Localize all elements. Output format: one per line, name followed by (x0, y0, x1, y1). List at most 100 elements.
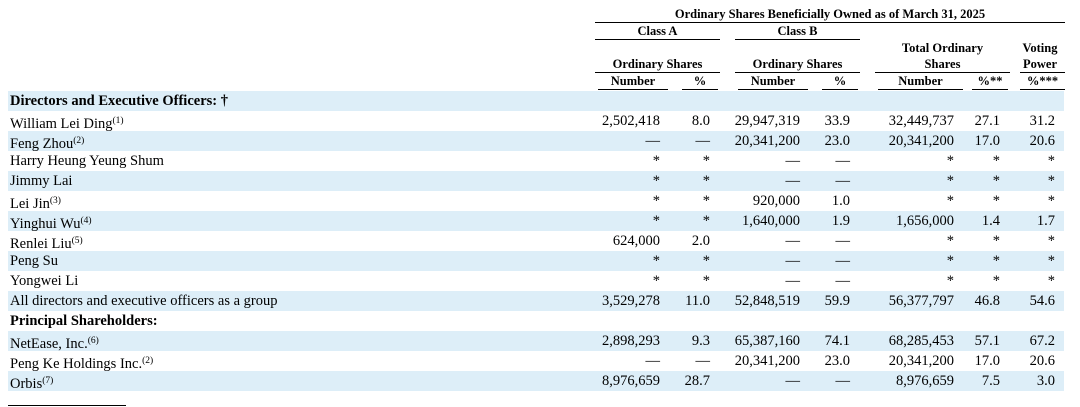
class-a-pct-cell: 2.0 (691, 233, 710, 249)
footnote-ref: (5) (71, 236, 83, 246)
number-t-rule (878, 89, 963, 90)
total-number-cell: * (946, 233, 954, 249)
class-a-pct-cell: 8.0 (691, 113, 710, 129)
class-a-number-cell: * (652, 253, 660, 269)
total-pct-cell: 1.4 (981, 213, 1000, 229)
class-a-sub-rule (595, 72, 720, 73)
section-title: Directors and Executive Officers: † (10, 92, 228, 110)
class-b-number-cell: — (785, 153, 801, 169)
class-b-header: Class B (777, 24, 818, 38)
voting-power-cell: 3.0 (1036, 373, 1055, 389)
holder-name: Peng Su (10, 252, 58, 270)
voting-power-cell: 1.7 (1036, 213, 1055, 229)
table-row: Peng Ke Holdings Inc.(2) — — 20,341,200 23.0… (8, 351, 1064, 373)
footnote-ref: (3) (49, 196, 61, 206)
class-a-pct-cell: * (702, 153, 710, 169)
total-pct-cell: 7.5 (981, 373, 1000, 389)
class-b-pct-cell: — (835, 253, 851, 269)
holder-name: Feng Zhou(2) (10, 132, 84, 153)
holder-name-text: Peng Ke Holdings Inc. (10, 356, 143, 372)
total-number-cell: 20,341,200 (888, 133, 954, 149)
footnote-ref: (1) (112, 116, 124, 126)
voting-pct-header: %*** (1026, 74, 1059, 88)
class-b-pct-cell: — (835, 233, 851, 249)
voting-power-cell: 20.6 (1029, 353, 1055, 369)
voting-power-cell: * (1047, 193, 1055, 209)
class-b-pct-cell: 23.0 (824, 353, 850, 369)
class-b-pct-cell: — (835, 373, 851, 389)
class-b-number-cell: 65,387,160 (734, 333, 800, 349)
total-number-cell: 20,341,200 (888, 353, 954, 369)
holder-name: Peng Ke Holdings Inc.(2) (10, 352, 153, 373)
pct-a-rule (682, 89, 718, 90)
holder-name-text: William Lei Ding (10, 116, 113, 132)
holder-name-text: Lei Jin (10, 196, 50, 212)
holder-name: Yongwei Li (10, 272, 78, 290)
voting-power-cell: 20.6 (1029, 133, 1055, 149)
pct-v-rule (1020, 89, 1065, 90)
class-b-number-cell: 1,640,000 (742, 213, 800, 229)
holder-name-text: Renlei Liu (10, 236, 72, 252)
class-b-pct-header: % (833, 74, 847, 88)
class-a-pct-cell: 28.7 (684, 373, 710, 389)
table-row: Harry Heung Yeung Shum * * — — * * * (8, 151, 1064, 171)
footnote-ref: (7) (42, 376, 54, 386)
footnote-ref: (2) (142, 356, 154, 366)
voting-power-cell: 67.2 (1029, 333, 1055, 349)
total-number-cell: * (946, 153, 954, 169)
holder-name-text: Directors and Executive Officers: † (10, 93, 228, 109)
class-a-pct-cell: 9.3 (691, 333, 710, 349)
voting-power-cell: 54.6 (1029, 293, 1055, 309)
section-header-row: Directors and Executive Officers: † (8, 91, 1064, 111)
section-title: Principal Shareholders: (10, 312, 158, 330)
class-b-number-cell: — (785, 253, 801, 269)
class-a-number-header: Number (610, 74, 656, 88)
total-header-line1: Total Ordinary (901, 41, 984, 55)
number-b-rule (738, 89, 808, 90)
holder-name-text: Harry Heung Yeung Shum (10, 153, 164, 169)
table-row: Lei Jin(3) * * 920,000 1.0 * * * (8, 191, 1064, 213)
section-header-row: Principal Shareholders: (8, 311, 1064, 331)
class-a-number-cell: * (652, 193, 660, 209)
total-number-header: Number (898, 74, 943, 88)
class-b-pct-cell: 74.1 (824, 333, 850, 349)
total-pct-header: %** (977, 74, 1003, 88)
total-sub-rule (875, 72, 1010, 73)
total-number-cell: * (946, 273, 954, 289)
class-b-number-cell: 52,848,519 (734, 293, 800, 309)
total-pct-cell: * (992, 193, 1000, 209)
class-a-number-cell: 8,976,659 (602, 373, 660, 389)
holder-name: Harry Heung Yeung Shum (10, 152, 164, 170)
holder-name: Yinghui Wu(4) (10, 212, 92, 233)
table-row: Yongwei Li * * — — * * * (8, 271, 1064, 291)
class-a-number-cell: 3,529,278 (602, 293, 660, 309)
class-b-pct-cell: 1.9 (831, 213, 850, 229)
total-number-cell: 68,285,453 (888, 333, 954, 349)
voting-power-cell: * (1047, 273, 1055, 289)
total-number-cell: 8,976,659 (896, 373, 954, 389)
holder-name-text: Principal Shareholders: (10, 313, 158, 329)
class-a-pct-cell: * (702, 253, 710, 269)
holder-name: NetEase, Inc.(6) (10, 332, 99, 353)
class-b-ordinary-shares: Ordinary Shares (752, 57, 843, 71)
class-a-pct-cell: — (695, 133, 711, 149)
holder-name-text: Feng Zhou (10, 136, 74, 152)
voting-power-cell: * (1047, 233, 1055, 249)
class-a-number-cell: * (652, 153, 660, 169)
class-a-ordinary-shares: Ordinary Shares (612, 57, 703, 71)
total-pct-cell: * (992, 253, 1000, 269)
class-b-pct-cell: 23.0 (824, 133, 850, 149)
holder-name: Lei Jin(3) (10, 192, 61, 213)
voting-power-cell: * (1047, 173, 1055, 189)
class-a-number-cell: 2,502,418 (602, 113, 660, 129)
class-b-number-cell: 20,341,200 (734, 353, 800, 369)
holder-name-text: Peng Su (10, 253, 58, 269)
total-number-cell: 1,656,000 (896, 213, 954, 229)
class-b-number-cell: — (785, 373, 801, 389)
class-b-number-header: Number (750, 74, 796, 88)
total-pct-cell: 17.0 (974, 133, 1000, 149)
total-pct-cell: * (992, 233, 1000, 249)
holder-name: Renlei Liu(5) (10, 232, 83, 253)
footnote-ref: (6) (87, 336, 99, 346)
holder-name: Orbis(7) (10, 372, 53, 393)
